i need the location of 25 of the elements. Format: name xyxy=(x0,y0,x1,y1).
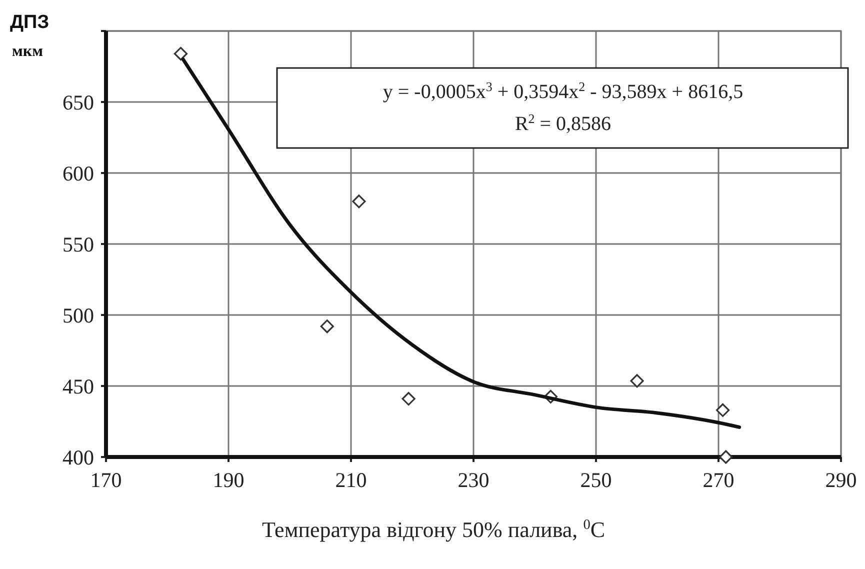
y-tick-label: 550 xyxy=(62,232,94,256)
y-tick-label: 650 xyxy=(62,90,94,114)
point xyxy=(174,46,188,61)
y-tick-label: 600 xyxy=(62,161,94,186)
x-axis-title: Температура відгону 50% палива, $^{0}$C xyxy=(262,517,606,542)
annotation: y = -0,0005x$^{3}$ + 0,3594x$^{2}$ - 93,589x + 8616,5 xyxy=(382,78,744,103)
point xyxy=(716,403,730,417)
y-tick-label: 400 xyxy=(62,445,94,470)
x-tick-label: 270 xyxy=(702,468,734,492)
text: мкм xyxy=(12,43,44,60)
x-tick-label: 250 xyxy=(580,468,612,492)
point xyxy=(352,194,366,208)
x-tick-label: 230 xyxy=(458,468,490,492)
y-axis-title: ДПЗ xyxy=(10,12,50,33)
y-tick-label: 450 xyxy=(62,374,94,398)
x-tick-label: 210 xyxy=(335,468,367,492)
point xyxy=(630,374,644,388)
annotation: R$^{2}$ = 0,8586 xyxy=(514,110,612,135)
x-tick-label: 290 xyxy=(825,468,857,492)
point xyxy=(320,320,334,334)
x-tick-label: 190 xyxy=(212,468,244,492)
point xyxy=(402,392,416,406)
point xyxy=(719,450,733,464)
y-tick-label: 500 xyxy=(62,303,94,328)
x-tick-label: 170 xyxy=(90,468,122,492)
